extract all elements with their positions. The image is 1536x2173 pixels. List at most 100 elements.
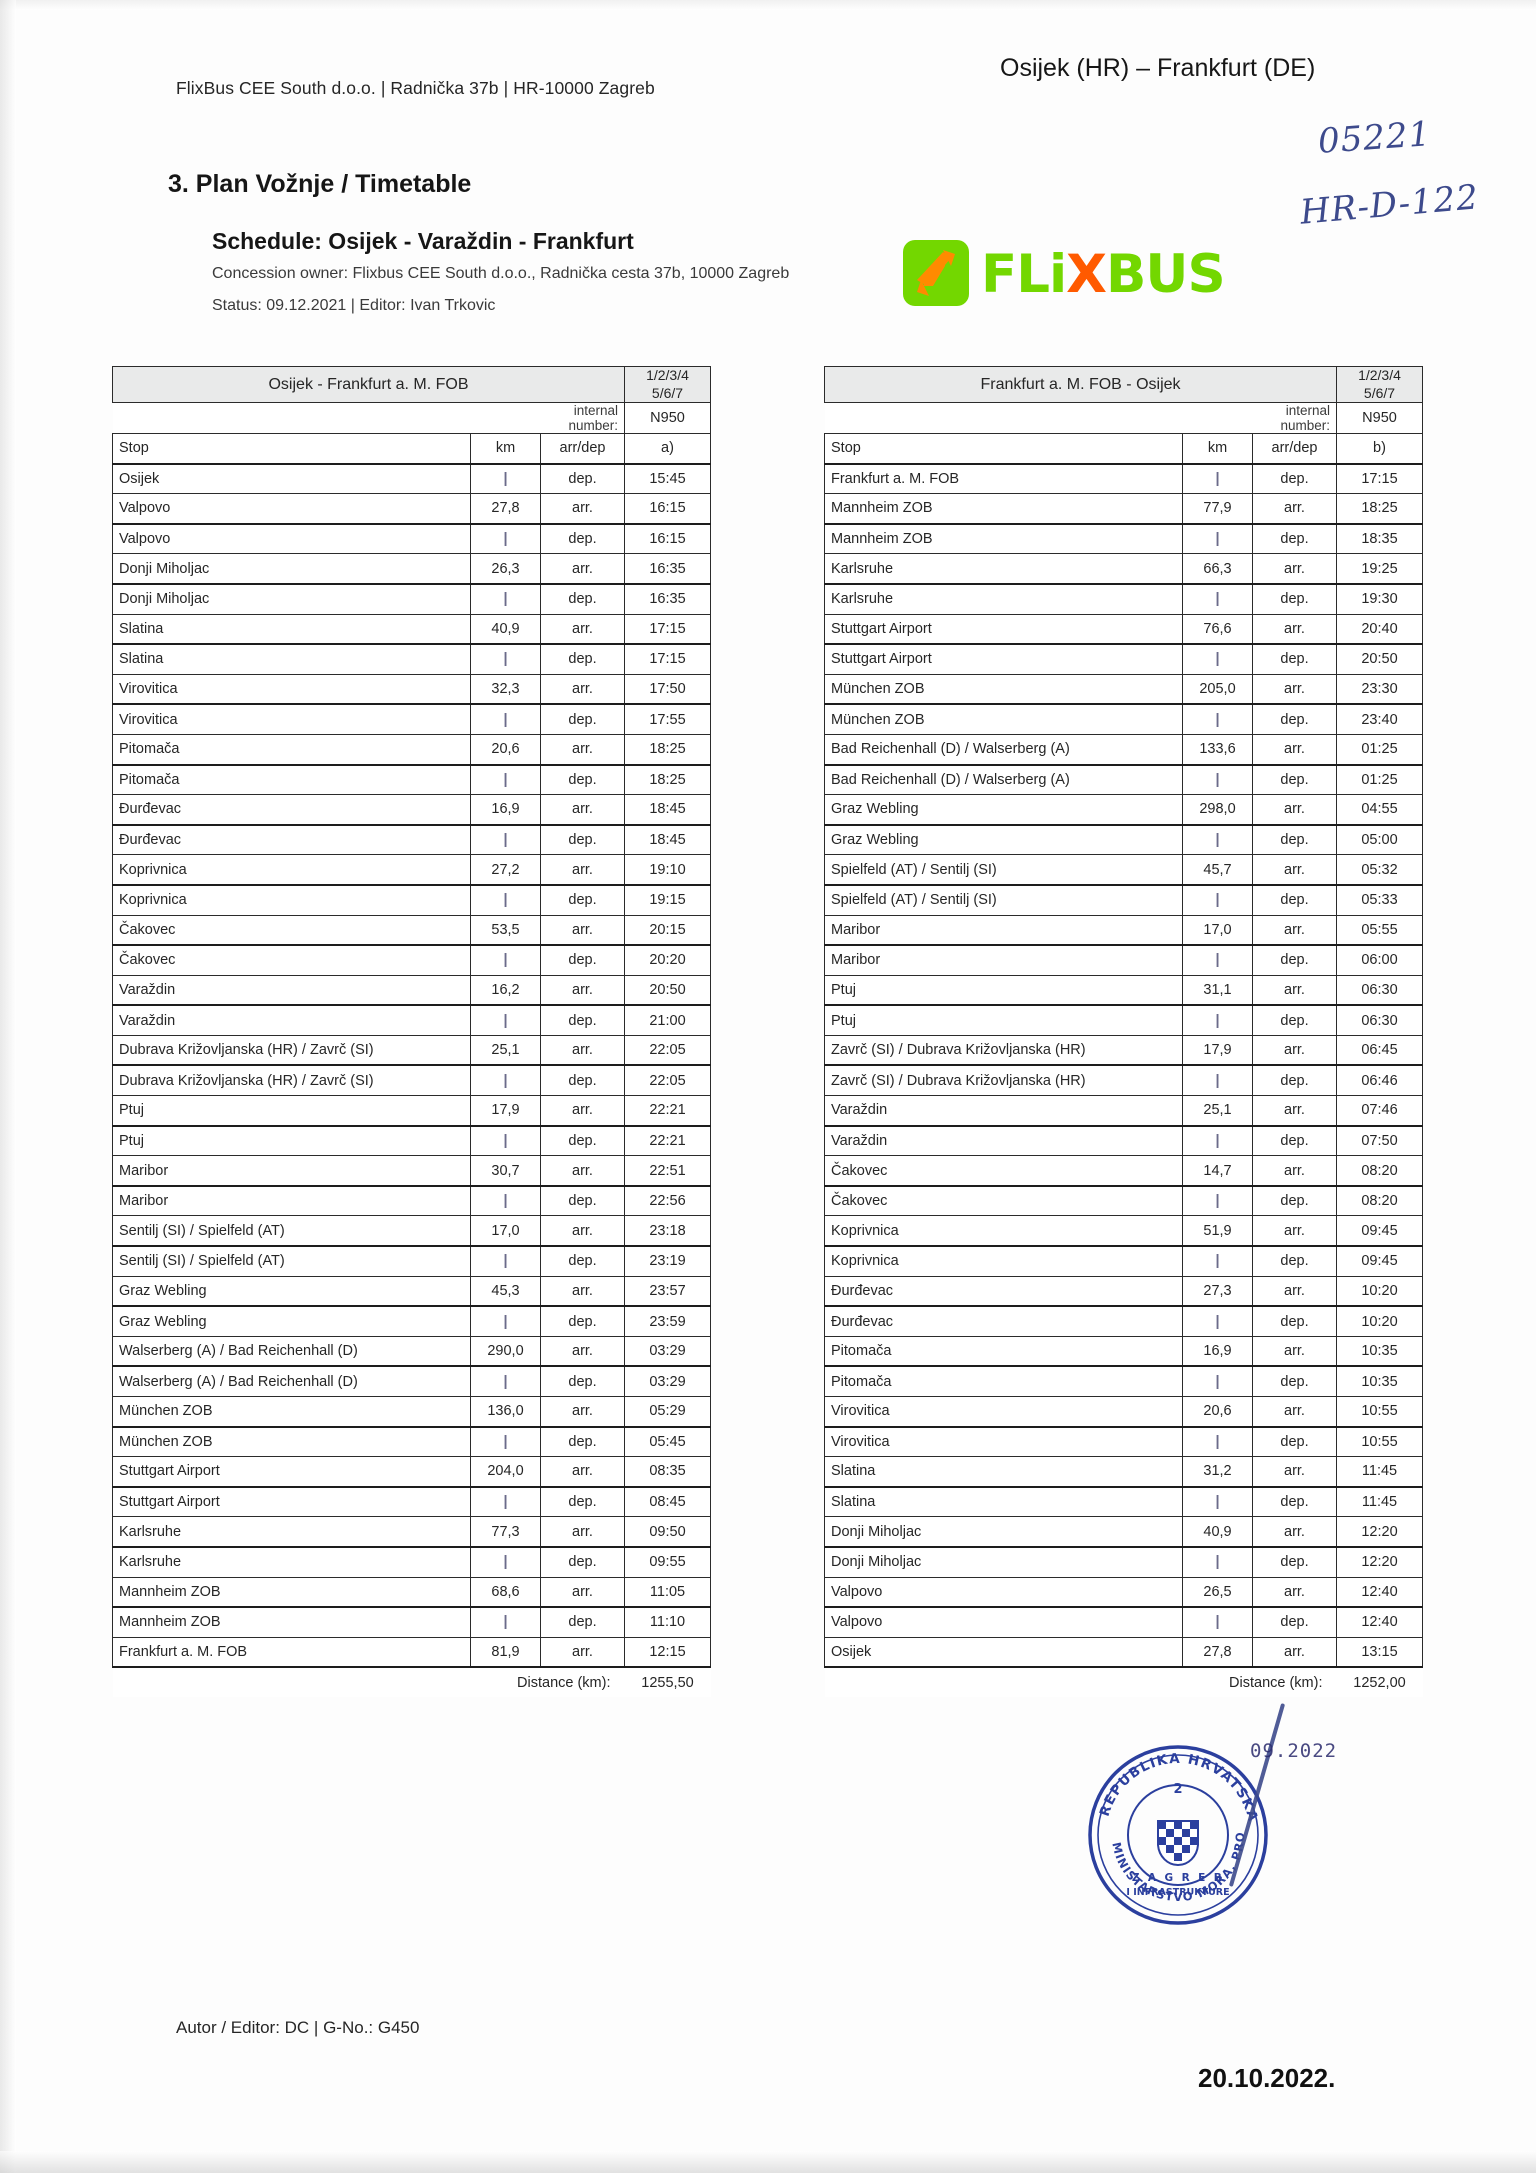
- flixbus-logo: FLiXBUS: [903, 240, 1303, 312]
- arr-dep-flag: dep.: [1252, 703, 1337, 735]
- stop-name: Virovitica: [112, 703, 471, 735]
- stop-km: 66,3: [1182, 553, 1253, 585]
- stop-time: 17:15: [624, 643, 711, 675]
- table-row: Virovitica 20,6 arr. 10:55: [824, 1395, 1423, 1428]
- logo-text-1: FLi: [981, 244, 1067, 305]
- stop-km: |: [470, 1426, 541, 1458]
- table-row: Sentilj (SI) / Spielfeld (AT) | dep. 23:19: [112, 1245, 711, 1277]
- table-row: Virovitica | dep. 10:55: [824, 1426, 1423, 1458]
- stop-time: 18:45: [624, 794, 711, 826]
- stop-km: 17,0: [1182, 914, 1253, 947]
- internal-number-value: N950: [624, 402, 711, 434]
- arr-dep-flag: dep.: [540, 824, 625, 856]
- column-header-stop: Stop: [112, 432, 471, 465]
- arr-dep-flag: arr.: [540, 1034, 625, 1067]
- schedule-title: Schedule: Osijek - Varaždin - Frankfurt: [212, 228, 634, 254]
- arr-dep-flag: dep.: [1252, 523, 1337, 555]
- stop-name: Frankfurt a. M. FOB: [824, 463, 1183, 495]
- arr-dep-flag: dep.: [540, 1546, 625, 1578]
- stop-time: 10:20: [1336, 1275, 1423, 1308]
- stop-name: Maribor: [824, 914, 1183, 947]
- stop-name: Stuttgart Airport: [112, 1486, 471, 1518]
- stop-time: 18:25: [1336, 493, 1423, 525]
- stop-time: 08:20: [1336, 1185, 1423, 1217]
- stop-name: Čakovec: [824, 1185, 1183, 1217]
- arr-dep-flag: dep.: [540, 1365, 625, 1398]
- arr-dep-flag: arr.: [1252, 1576, 1337, 1609]
- arr-dep-flag: arr.: [540, 1636, 625, 1669]
- stop-km: |: [470, 764, 541, 796]
- stop-name: München ZOB: [824, 703, 1183, 735]
- stop-km: 53,5: [470, 914, 541, 947]
- stop-km: |: [470, 463, 541, 495]
- arr-dep-flag: dep.: [1252, 884, 1337, 916]
- stop-name: Sentilj (SI) / Spielfeld (AT): [112, 1215, 471, 1248]
- stop-time: 01:25: [1336, 764, 1423, 796]
- stop-time: 16:15: [624, 493, 711, 525]
- arr-dep-flag: dep.: [1252, 1606, 1337, 1638]
- stop-km: 31,1: [1182, 974, 1253, 1007]
- stop-name: Stuttgart Airport: [824, 613, 1183, 646]
- handwritten-note-2: HR-D-122: [1298, 177, 1481, 233]
- stop-km: 204,0: [470, 1456, 541, 1488]
- stop-name: Valpovo: [824, 1606, 1183, 1638]
- table-row: Walserberg (A) / Bad Reichenhall (D) | dep…: [112, 1365, 711, 1398]
- stop-name: Varaždin: [824, 1125, 1183, 1157]
- stop-km: 31,2: [1182, 1456, 1253, 1488]
- distance-label: Distance (km):: [824, 1667, 1337, 1697]
- stop-time: 17:55: [624, 703, 711, 735]
- stop-name: Čakovec: [112, 914, 471, 947]
- table-row: Karlsruhe | dep. 09:55: [112, 1546, 711, 1578]
- logo-text-2: BUS: [1106, 244, 1226, 305]
- stop-time: 23:30: [1336, 673, 1423, 706]
- stop-name: Slatina: [824, 1456, 1183, 1488]
- stop-time: 18:25: [624, 733, 711, 766]
- table-row: Đurđevac | dep. 18:45: [112, 824, 711, 856]
- stop-time: 10:55: [1336, 1426, 1423, 1458]
- service-days: 1/2/3/4 5/6/7: [624, 366, 711, 403]
- stop-name: Mannheim ZOB: [112, 1576, 471, 1609]
- stop-km: |: [470, 824, 541, 856]
- stop-name: Karlsruhe: [824, 583, 1183, 615]
- arr-dep-flag: arr.: [540, 914, 625, 947]
- arr-dep-flag: dep.: [540, 1004, 625, 1036]
- stop-name: Ptuj: [112, 1125, 471, 1157]
- service-days-line2: 5/6/7: [1363, 384, 1396, 401]
- arr-dep-flag: arr.: [540, 1576, 625, 1609]
- stop-km: 17,0: [470, 1215, 541, 1248]
- table-row: München ZOB 136,0 arr. 05:29: [112, 1395, 711, 1428]
- service-days-line2: 5/6/7: [651, 384, 684, 401]
- table-row: Dubrava Križovljanska (HR) / Zavrč (SI) |…: [112, 1064, 711, 1097]
- flixbus-wordmark: FLiXBUS: [981, 244, 1226, 305]
- stop-km: 27,2: [470, 854, 541, 886]
- stop-time: 11:10: [624, 1606, 711, 1638]
- stop-km: 205,0: [1182, 673, 1253, 706]
- stop-time: 05:00: [1336, 824, 1423, 856]
- stop-km: |: [470, 944, 541, 976]
- timetable-outbound: Osijek - Frankfurt a. M. FOB 1/2/3/4 5/6/7…: [112, 366, 711, 1697]
- stop-name: Valpovo: [824, 1576, 1183, 1609]
- table-row: Stuttgart Airport | dep. 20:50: [824, 643, 1423, 675]
- stop-time: 16:15: [624, 523, 711, 555]
- table-row: Valpovo 27,8 arr. 16:15: [112, 493, 711, 525]
- stop-km: |: [1182, 1426, 1253, 1458]
- internal-number-value: N950: [1336, 402, 1423, 434]
- stop-name: Stuttgart Airport: [112, 1456, 471, 1488]
- arr-dep-flag: arr.: [540, 613, 625, 646]
- stop-km: |: [470, 1004, 541, 1036]
- stop-km: 51,9: [1182, 1215, 1253, 1248]
- svg-text:2: 2: [1173, 1782, 1182, 1797]
- table-row: Valpovo 26,5 arr. 12:40: [824, 1576, 1423, 1609]
- arr-dep-flag: dep.: [1252, 1125, 1337, 1157]
- stop-km: 27,8: [1182, 1636, 1253, 1669]
- stop-km: 16,9: [470, 794, 541, 826]
- stop-name: Donji Miholjac: [112, 553, 471, 585]
- stop-name: Ptuj: [824, 974, 1183, 1007]
- stop-time: 05:45: [624, 1426, 711, 1458]
- stop-name: München ZOB: [112, 1426, 471, 1458]
- table-title-row: Osijek - Frankfurt a. M. FOB 1/2/3/4 5/6/7: [112, 366, 711, 403]
- arr-dep-flag: arr.: [1252, 914, 1337, 947]
- table-row: Stuttgart Airport | dep. 08:45: [112, 1486, 711, 1518]
- distance-row: Distance (km): 1255,50: [112, 1667, 711, 1697]
- stop-name: Slatina: [112, 643, 471, 675]
